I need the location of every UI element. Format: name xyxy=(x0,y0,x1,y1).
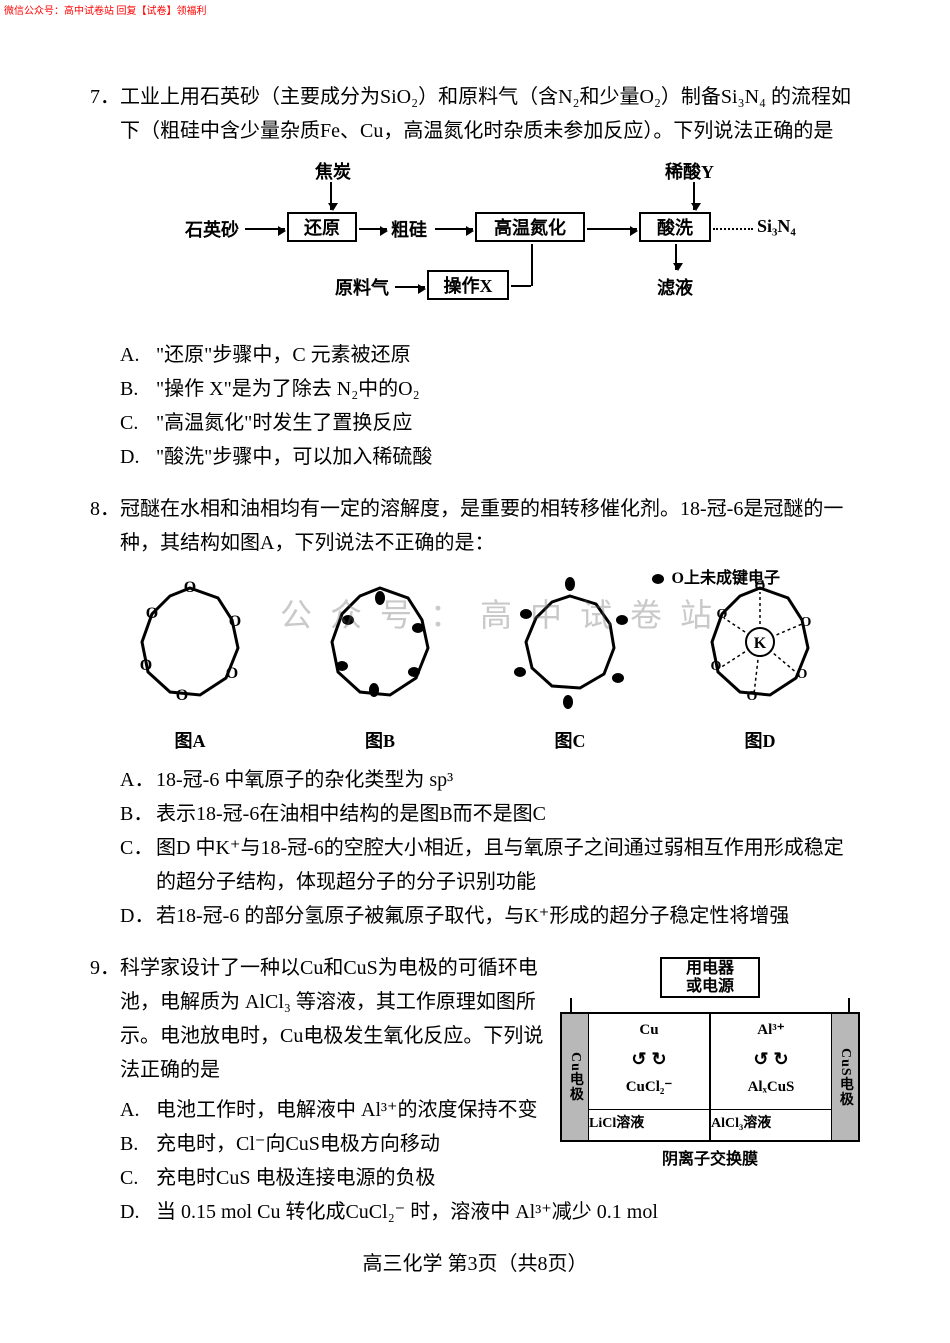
question-8: 8． 冠醚在水相和油相均有一定的溶解度，是重要的相转移催化剂。18-冠-6是冠醚… xyxy=(90,492,860,933)
q7-opt-A: "还原"步骤中，C 元素被还原 xyxy=(156,338,860,372)
fc-box-caozuoX: 操作X xyxy=(427,270,509,300)
crown-figD: K OOO OOO 图D xyxy=(680,570,840,753)
crown-figA: O O O O O O 图A xyxy=(110,570,270,753)
q8-note: O上未成键电子 xyxy=(650,564,780,588)
q9-opt-A-label: A. xyxy=(120,1093,156,1127)
crown-labelA: 图A xyxy=(110,727,270,753)
q8-opt-B-label: B． xyxy=(120,797,156,831)
crown-labelC: 图C xyxy=(490,727,650,753)
right-compartment: Al³⁺ ↺ ↻ AlₓCuS AlCl₃溶液 xyxy=(710,1014,832,1140)
q7-opt-D: "酸洗"步骤中，可以加入稀硫酸 xyxy=(156,440,860,474)
fc-box-gaowen: 高温氮化 xyxy=(475,212,585,242)
svg-text:O: O xyxy=(797,667,808,682)
q9-diagram: 用电器或电源 Cu电极 Cu ↺ ↻ CuCl₂⁻ LiCl溶液 Al³⁺ ↺ … xyxy=(560,957,860,1173)
q9-opt-C-label: C. xyxy=(120,1161,156,1195)
crown-K: K xyxy=(754,635,767,652)
crown-labelD: 图D xyxy=(680,727,840,753)
q8-opt-A-label: A． xyxy=(120,763,156,797)
q7-opt-B: "操作 X"是为了除去 N₂中的O₂ xyxy=(156,372,860,406)
q7-number: 7． xyxy=(90,80,120,148)
svg-text:O: O xyxy=(801,615,812,630)
device-box: 用电器或电源 xyxy=(660,957,760,998)
svg-text:O: O xyxy=(711,659,722,674)
cus-electrode: CuS电极 xyxy=(832,1014,858,1140)
crown-labelB: 图B xyxy=(300,727,460,753)
svg-text:O: O xyxy=(184,579,196,596)
q9-opt-B: 充电时，Cl⁻向CuS电极方向移动 xyxy=(156,1127,546,1161)
svg-text:O: O xyxy=(229,613,241,630)
q7-opt-B-label: B. xyxy=(120,372,156,406)
fc-label-luye: 滤液 xyxy=(657,274,693,300)
crown-figC: 图C xyxy=(490,570,650,753)
q7-opt-A-label: A. xyxy=(120,338,156,372)
q8-stem: 冠醚在水相和油相均有一定的溶解度，是重要的相转移催化剂。18-冠-6是冠醚的一种… xyxy=(120,492,860,560)
q9-opt-A: 电池工作时，电解液中 Al³⁺的浓度保持不变 xyxy=(156,1093,546,1127)
svg-text:O: O xyxy=(140,657,152,674)
svg-text:O: O xyxy=(747,689,758,704)
q8-opt-C: 图D 中K⁺与18-冠-6的空腔大小相近，且与氧原子之间通过弱相互作用形成稳定的… xyxy=(156,831,860,899)
question-9: 9． 用电器或电源 Cu电极 Cu ↺ ↻ CuCl₂⁻ LiCl溶液 xyxy=(90,951,860,1229)
page-footer: 高三化学 第3页（共8页） xyxy=(90,1247,860,1276)
fc-box-huanyuan: 还原 xyxy=(287,212,357,242)
q9-opt-D: 当 0.15 mol Cu 转化成CuCl₂⁻ 时，溶液中 Al³⁺减少 0.1… xyxy=(156,1195,860,1229)
svg-text:O: O xyxy=(176,687,188,704)
q8-opt-D: 若18-冠-6 的部分氢原子被氟原子取代，与K⁺形成的超分子稳定性将增强 xyxy=(156,899,860,933)
fc-label-cusi: 粗硅 xyxy=(391,216,427,242)
q7-opt-C: "高温氮化"时发生了置换反应 xyxy=(156,406,860,440)
svg-text:O: O xyxy=(146,605,158,622)
question-7: 7． 工业上用石英砂（主要成分为SiO₂）和原料气（含N₂和少量O₂）制备Si₃… xyxy=(90,80,860,474)
fc-label-xisuanY: 稀酸Y xyxy=(665,158,714,184)
q8-opt-A: 18-冠-6 中氧原子的杂化类型为 sp³ xyxy=(156,763,860,797)
q7-opt-D-label: D. xyxy=(120,440,156,474)
watermark-top: 微信公众号：高中试卷站 回复【试卷】领福利 xyxy=(4,2,207,17)
q8-opt-D-label: D． xyxy=(120,899,156,933)
fc-label-shiying: 石英砂 xyxy=(185,216,239,242)
q9-number: 9． xyxy=(90,951,120,1229)
fc-box-suanxi: 酸洗 xyxy=(639,212,711,242)
fc-label-yuanliao: 原料气 xyxy=(335,274,389,300)
page-content: 7． 工业上用石英砂（主要成分为SiO₂）和原料气（含N₂和少量O₂）制备Si₃… xyxy=(0,0,950,1296)
q8-number: 8． xyxy=(90,492,120,560)
q7-opt-C-label: C. xyxy=(120,406,156,440)
q8-opt-B: 表示18-冠-6在油相中结构的是图B而不是图C xyxy=(156,797,860,831)
cu-electrode: Cu电极 xyxy=(562,1014,588,1140)
crown-figB: 图B xyxy=(300,570,460,753)
q9-opt-C: 充电时CuS 电极连接电源的负极 xyxy=(156,1161,546,1195)
q9-opt-B-label: B. xyxy=(120,1127,156,1161)
membrane-label: 阴离子交换膜 xyxy=(560,1146,860,1173)
q7-flowchart: 焦炭 稀酸Y 石英砂 还原 粗硅 高温氮化 酸洗 Si₃N₄ 原料气 操作X xyxy=(90,158,860,328)
q8-figures: O上未成键电子 OOO OOO 图A xyxy=(90,570,860,753)
q9-stem: 科学家设计了一种以Cu和CuS为电极的可循环电池，电解质为 AlCl₃ 等溶液，… xyxy=(120,957,543,1081)
q9-opt-D-label: D. xyxy=(120,1195,156,1229)
svg-text:O: O xyxy=(717,607,728,622)
left-compartment: Cu ↺ ↻ CuCl₂⁻ LiCl溶液 xyxy=(588,1014,710,1140)
fc-label-product: Si₃N₄ xyxy=(757,216,796,237)
fc-label-jiaotan: 焦炭 xyxy=(315,158,351,184)
q7-stem: 工业上用石英砂（主要成分为SiO₂）和原料气（含N₂和少量O₂）制备Si₃N₄ … xyxy=(120,80,860,148)
svg-text:O: O xyxy=(226,665,238,682)
q8-opt-C-label: C． xyxy=(120,831,156,899)
